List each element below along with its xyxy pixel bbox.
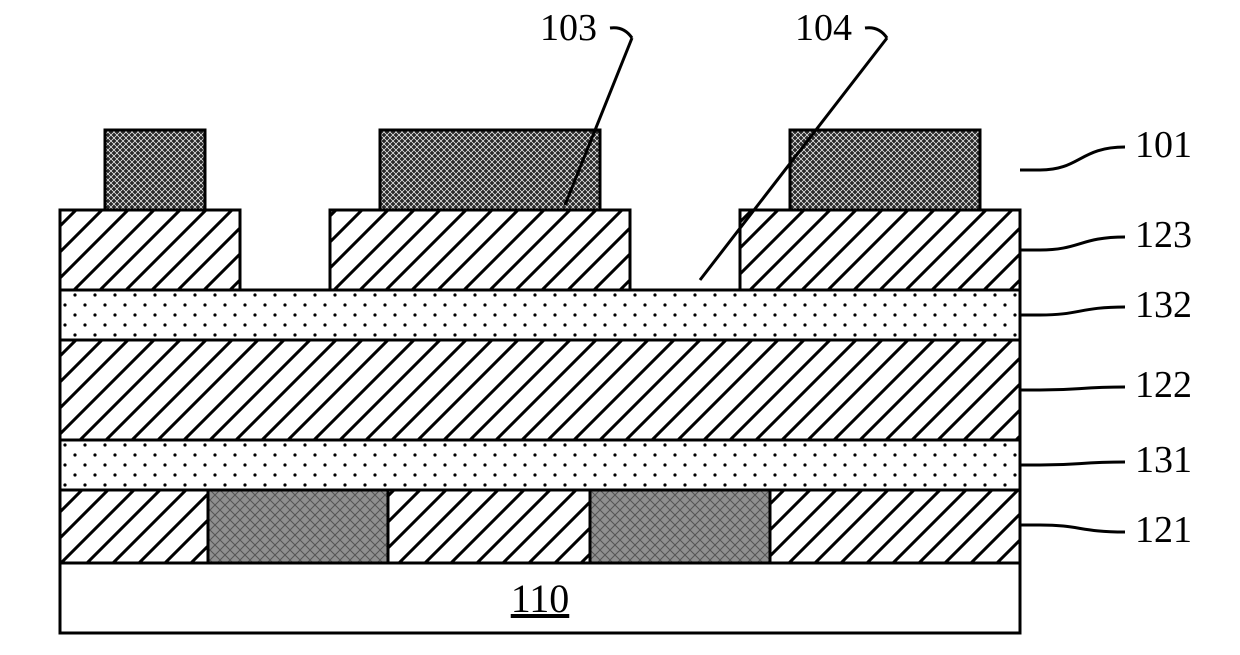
layer-layer_131 [60,440,1020,490]
leader-121 [1020,525,1125,532]
layer-layer_121 [60,490,1020,563]
leader-132 [1020,307,1125,315]
label-101: 101 [1135,124,1192,166]
layer-123-seg-0 [60,210,240,290]
leader-101 [1020,147,1125,170]
layer-layer_121-insert-1 [590,490,770,563]
callout-hook-103 [610,28,632,38]
layer-101-seg-2 [790,130,980,210]
leader-123 [1020,237,1125,250]
callout-103: 103 [540,7,597,49]
layer-123-seg-1 [330,210,630,290]
label-121: 121 [1135,509,1192,551]
layer-101-seg-0 [105,130,205,210]
label-123: 123 [1135,214,1192,256]
label-132: 132 [1135,284,1192,326]
layer-layer_122 [60,340,1020,440]
layer-123-seg-2 [740,210,1020,290]
callout-104: 104 [795,7,852,49]
leader-131 [1020,462,1125,465]
layer-layer_121-insert-0 [208,490,388,563]
label-131: 131 [1135,439,1192,481]
label-122: 122 [1135,364,1192,406]
layer-layer_132 [60,290,1020,340]
callout-hook-104 [865,28,887,38]
cross-section-diagram: 110 103 104 101 123 132 122 131 121 [0,0,1240,655]
leader-122 [1020,387,1125,390]
substrate-label: 110 [511,576,570,621]
